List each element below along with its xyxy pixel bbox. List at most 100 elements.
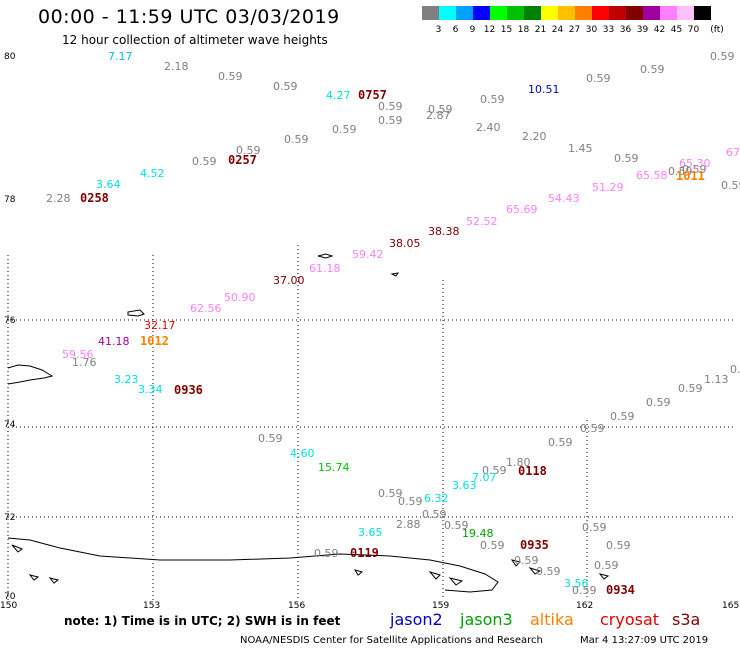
mission-legend-item: jason2 [390, 610, 443, 629]
graticule [7, 245, 735, 600]
generation-timestamp: Mar 4 13:27:09 UTC 2019 [580, 635, 709, 646]
wave-height-value: 0.59 [444, 519, 469, 532]
wave-height-value: 3.63 [452, 479, 477, 492]
wave-height-value: 0.59 [378, 114, 403, 127]
legend-row: note: 1) Time is in UTC; 2) SWH is in fe… [0, 610, 740, 630]
wave-height-value: 0.59 [514, 554, 539, 567]
wave-height-value: 0.59 [378, 487, 403, 500]
scale-swatch [643, 6, 660, 20]
wave-height-value: 3.23 [114, 373, 139, 386]
scale-swatch [490, 6, 507, 20]
wave-height-value: 1.80 [506, 456, 531, 469]
wave-height-value: 2.18 [164, 60, 189, 73]
wave-height-value: 3.34 [138, 383, 163, 396]
wave-height-value: 1.45 [568, 142, 593, 155]
scale-label: 9 [469, 25, 476, 35]
wave-height-value: 3.64 [96, 178, 121, 191]
wave-height-value: 0.59 [536, 565, 561, 578]
wave-height-value: 0.59 [606, 539, 631, 552]
wave-height-value: 65.69 [506, 203, 538, 216]
scale-swatch [677, 6, 694, 20]
wave-height-value: 0.59 [640, 63, 665, 76]
wave-height-value: 54.43 [548, 192, 580, 205]
scale-swatch [626, 6, 643, 20]
longitude-label: 165 [722, 601, 740, 611]
scale-swatch [592, 6, 609, 20]
mission-legend-item: cryosat [600, 610, 660, 629]
units-note: note: 1) Time is in UTC; 2) SWH is in fe… [64, 614, 341, 628]
wave-height-value: 61.18 [309, 262, 341, 275]
longitude-label: 153 [143, 601, 161, 611]
scale-swatch [439, 6, 456, 20]
wave-height-value: 2.88 [396, 518, 421, 531]
wave-height-value: 41.18 [98, 335, 130, 348]
map-title: 00:00 - 11:59 UTC 03/03/2019 [38, 6, 340, 28]
wave-height-value: 0.59 [428, 103, 453, 116]
scale-label: 27 [568, 25, 581, 35]
wave-height-value: 0.59 [314, 547, 339, 560]
wave-height-value: 59.42 [352, 248, 384, 261]
wave-height-value: 0.59 [480, 539, 505, 552]
wave-height-value: 0.59 [678, 382, 703, 395]
scale-swatch [575, 6, 592, 20]
wave-height-value: 59.56 [62, 348, 94, 361]
scale-unit: (ft) [710, 25, 724, 35]
pass-time: 0257 [228, 153, 257, 167]
wave-height-value: 2.40 [476, 121, 501, 134]
pass-time: 1011 [676, 169, 705, 183]
wave-height-value: 0.59 [594, 559, 619, 572]
wave-height-value: 0.59 [580, 422, 605, 435]
longitude-label: 162 [576, 601, 594, 611]
scale-label: 30 [585, 25, 598, 35]
scale-label: 70 [687, 25, 700, 35]
latitude-label: 76 [4, 316, 16, 326]
wave-height-value: 32.17 [144, 319, 176, 332]
scale-swatch [558, 6, 575, 20]
wave-height-value: 67 [726, 146, 740, 159]
wave-height-value: 37.00 [273, 274, 305, 287]
scale-label: 45 [670, 25, 683, 35]
coastline [7, 253, 610, 593]
latitude-label: 72 [4, 513, 16, 523]
wave-height-value: 50.90 [224, 291, 256, 304]
wave-height-value: 19.48 [462, 527, 494, 540]
wave-height-value: 38.38 [428, 225, 460, 238]
mission-legend-item: jason3 [460, 610, 513, 629]
wave-height-value: 38.05 [389, 237, 421, 250]
wave-height-value: 1.13 [704, 373, 729, 386]
pass-time: 0936 [174, 383, 203, 397]
wave-height-value: 6.32 [424, 492, 449, 505]
wave-height-value: 0.59 [582, 521, 607, 534]
wave-height-value: 0.59 [332, 123, 357, 136]
wave-height-value: 0.59 [236, 144, 261, 157]
pass-time: 0934 [606, 583, 635, 597]
wave-height-value: 0.59 [378, 100, 403, 113]
wave-height-value: 0.59 [572, 584, 597, 597]
latitude-label: 78 [4, 195, 16, 205]
wave-height-value: 0.59 [668, 165, 693, 178]
wave-height-value: 0.59 [548, 436, 573, 449]
wave-height-value: 0.59 [284, 133, 309, 146]
scale-swatch [541, 6, 558, 20]
pass-time: 0935 [520, 538, 549, 552]
wave-height-value: 0.59 [586, 72, 611, 85]
wave-height-value: 62.56 [190, 302, 222, 315]
wave-height-value: 0.59 [721, 179, 740, 192]
wave-height-value: 2.28 [46, 192, 71, 205]
scale-label: 21 [534, 25, 547, 35]
wave-height-value: 0.59 [614, 152, 639, 165]
scale-label: 42 [653, 25, 666, 35]
scale-label: 39 [636, 25, 649, 35]
scale-label: 3 [435, 25, 442, 35]
scale-swatch [694, 6, 711, 20]
longitude-label: 150 [0, 601, 18, 611]
mission-legend-item: s3a [672, 610, 701, 629]
wave-height-value: 4.52 [140, 167, 165, 180]
scale-label: 15 [500, 25, 513, 35]
pass-time: 0118 [518, 464, 547, 478]
scale-swatch [473, 6, 490, 20]
scale-swatch [524, 6, 541, 20]
wave-height-value: 7.17 [108, 50, 133, 63]
wave-height-value: 0.59 [610, 410, 635, 423]
